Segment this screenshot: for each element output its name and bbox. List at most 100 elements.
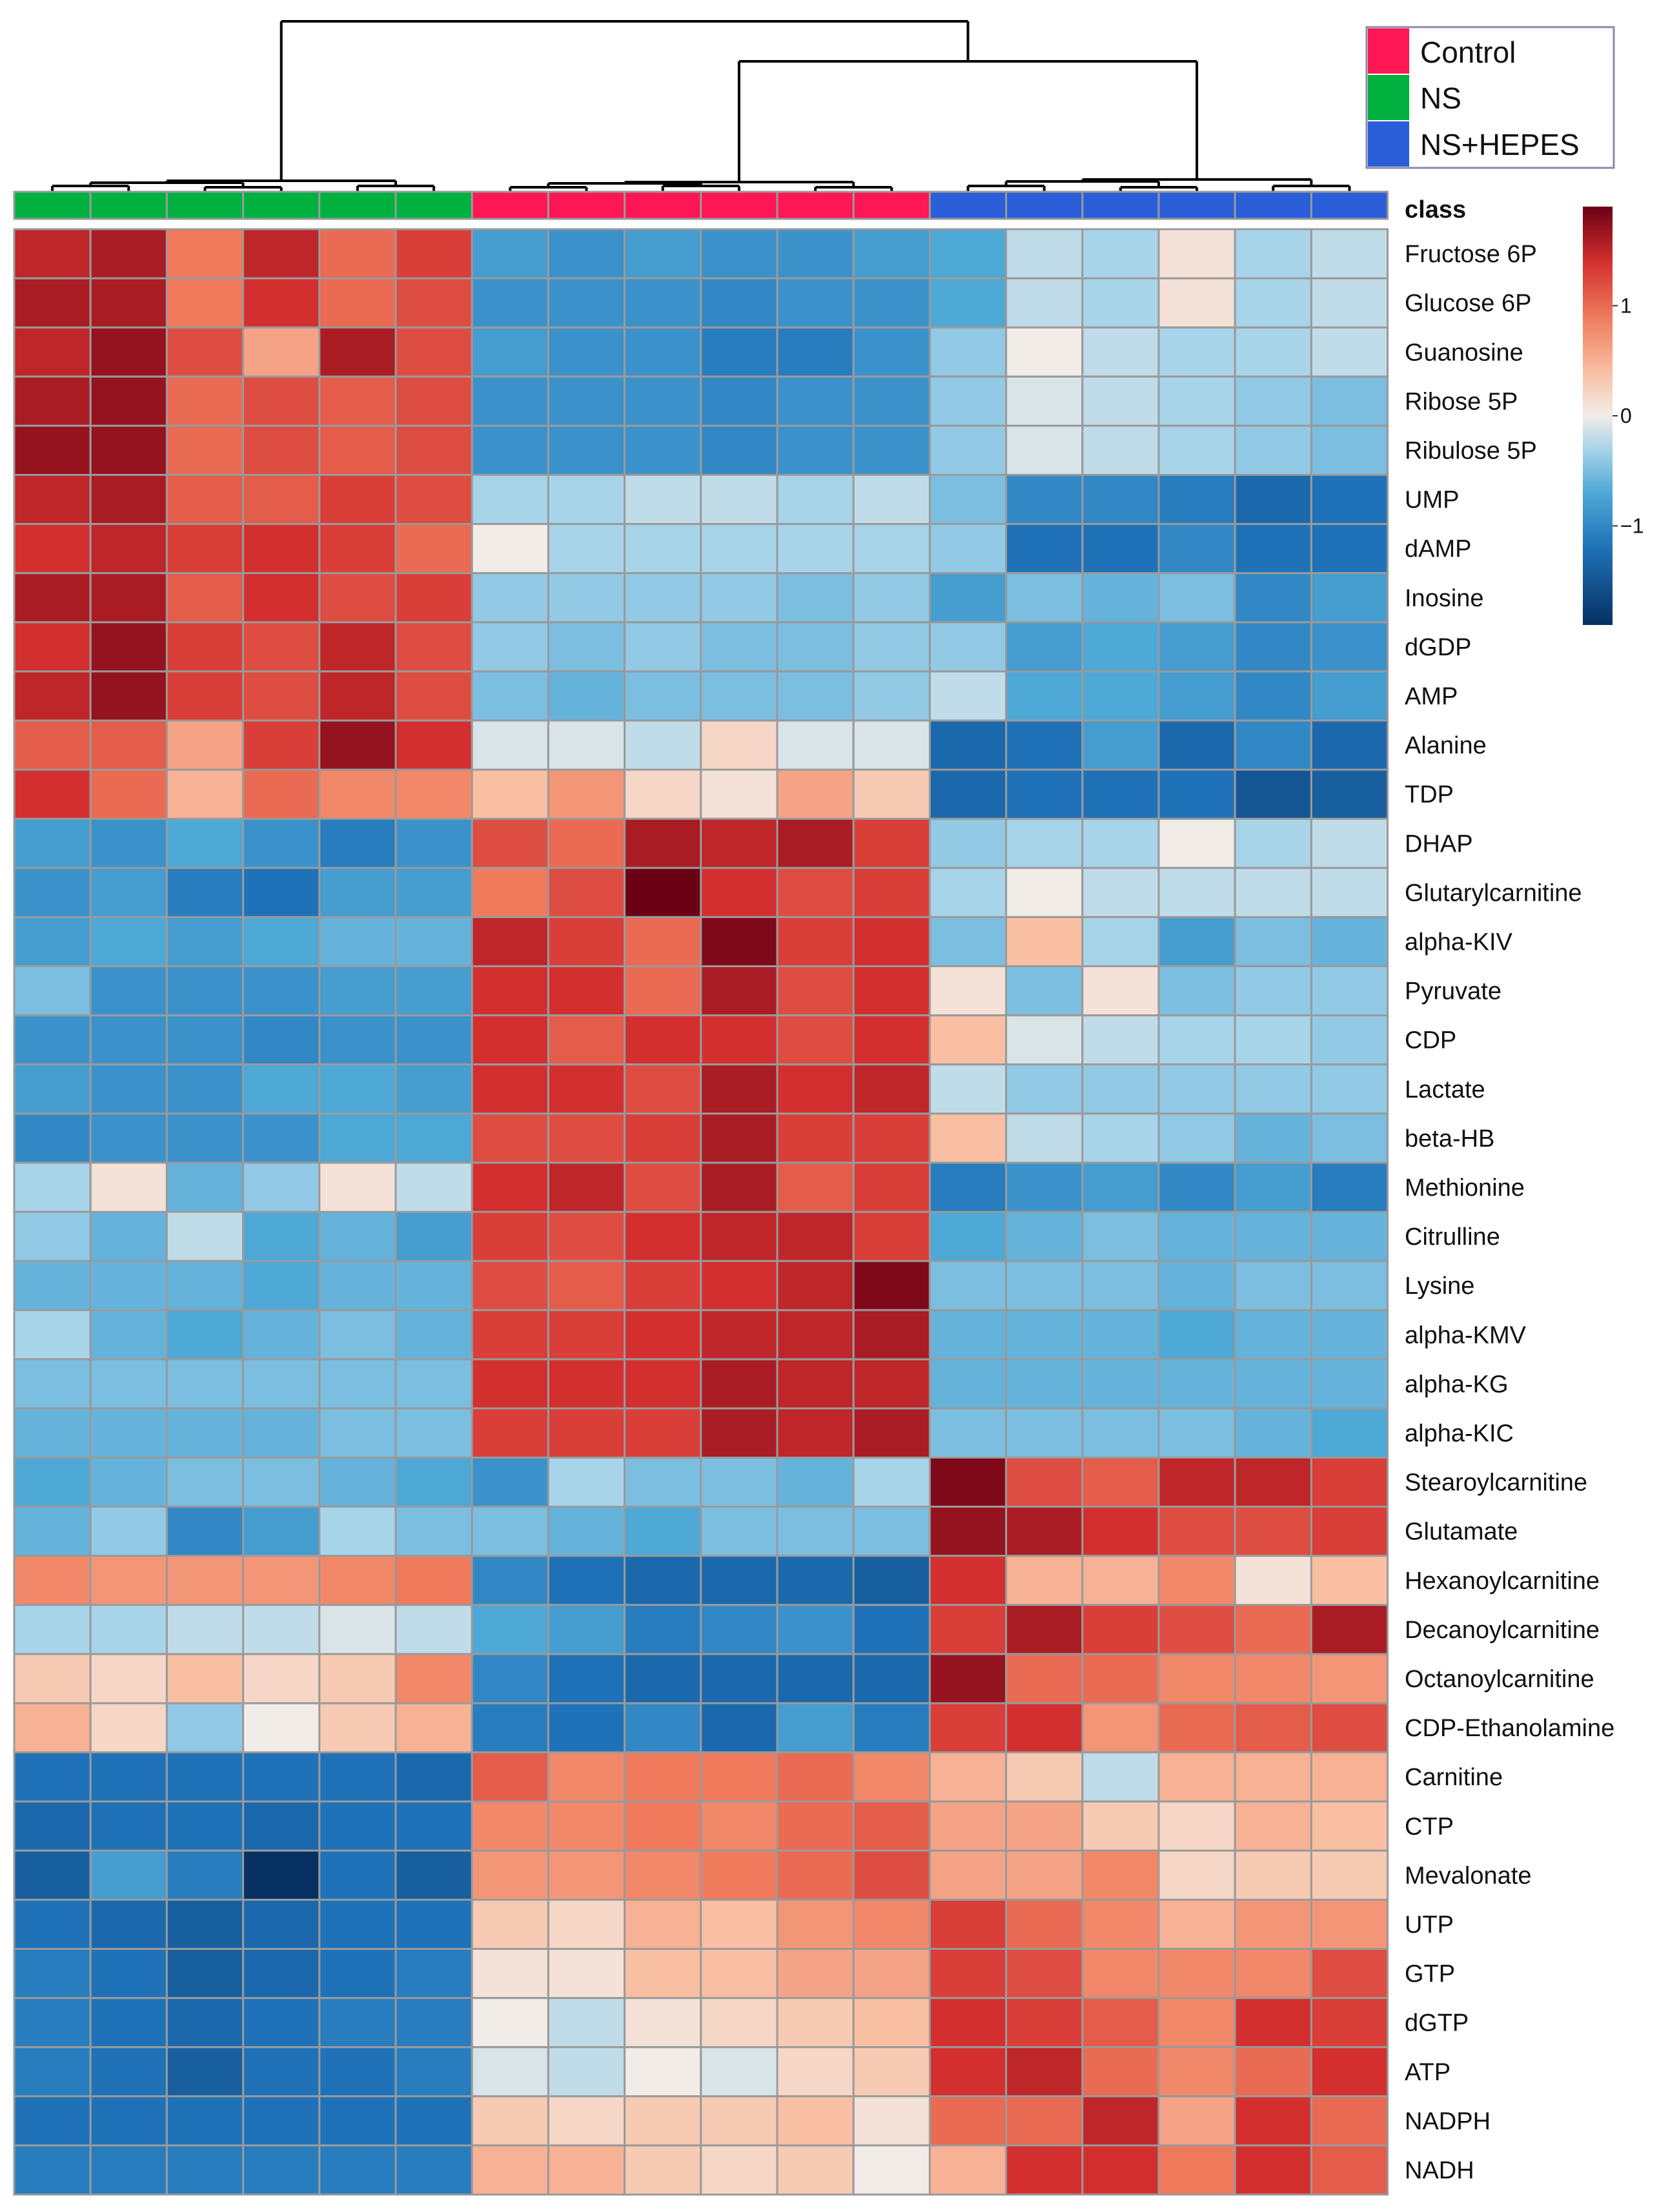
heatmap-cell-alanine [1234, 719, 1312, 771]
heatmap-cell-stearoylcarnitine [242, 1457, 321, 1508]
heatmap-cell-alanine [394, 719, 473, 771]
heatmap-cell-glutarylcarnitine [624, 866, 702, 918]
heatmap-cell-citrulline [242, 1211, 321, 1262]
heatmap-cell-hexanoylcarnitine [547, 1555, 626, 1606]
heatmap-cell-decanoylcarnitine [928, 1604, 1008, 1655]
heatmap-cell-glutamate [776, 1506, 855, 1557]
heatmap-cell-guanosine [852, 326, 931, 378]
heatmap-cell-cdp [1310, 1014, 1389, 1066]
heatmap-cell-ctp [1234, 1800, 1312, 1852]
heatmap-cell-alpha-kic [165, 1407, 245, 1459]
heatmap-cell-ctp [394, 1800, 473, 1852]
heatmap-cell-atp [242, 2046, 321, 2098]
heatmap-cell-mevalonate [700, 1849, 779, 1901]
heatmap-cell-glucose-6p [318, 277, 397, 329]
heatmap-cell-nadh [1157, 2144, 1236, 2196]
heatmap-cell-carnitine [1157, 1751, 1236, 1803]
heatmap-cell-methionine [394, 1162, 473, 1213]
heatmap-cell-pyruvate [89, 965, 168, 1017]
heatmap-cell-glutamate [547, 1506, 626, 1557]
heatmap-cell-glucose-6p [852, 277, 931, 329]
heatmap-cell-methionine [776, 1162, 855, 1213]
heatmap-cell-beta-hb [852, 1112, 931, 1164]
heatmap-cell-amp [928, 670, 1008, 722]
heatmap-cell-citrulline [1157, 1211, 1236, 1262]
heatmap-cell-lactate [471, 1063, 549, 1115]
heatmap-cell-inosine [13, 572, 92, 624]
row-label-alpha-kiv: alpha-KIV [1405, 928, 1513, 956]
heatmap-cell-dgdp [165, 621, 245, 673]
heatmap-cell-glucose-6p [1005, 277, 1084, 329]
heatmap-cell-atp [700, 2046, 779, 2098]
heatmap-cell-dgtp [1157, 1997, 1236, 2049]
heatmap-cell-ctp [242, 1800, 321, 1852]
heatmap-cell-dgdp [242, 621, 321, 673]
heatmap-cell-decanoylcarnitine [852, 1604, 931, 1655]
heatmap-cell-fructose-6p [1310, 228, 1389, 280]
heatmap-cell-dhap [1081, 817, 1160, 869]
heatmap-cell-hexanoylcarnitine [1081, 1555, 1160, 1606]
row-label-lysine: Lysine [1405, 1273, 1474, 1300]
heatmap-cell-gtp [928, 1948, 1008, 2000]
heatmap-cell-beta-hb [1234, 1112, 1312, 1164]
heatmap-cell-beta-hb [471, 1112, 549, 1164]
heatmap-cell-dhap [318, 817, 397, 869]
heatmap-cell-octanoylcarnitine [1005, 1653, 1084, 1705]
row-label-ribulose-5p: Ribulose 5P [1405, 437, 1537, 464]
heatmap-cell-tdp [1081, 768, 1160, 820]
class-cell-ns-hepes [1157, 190, 1236, 220]
heatmap-cell-cdp-ethanolamine [776, 1702, 855, 1754]
heatmap-cell-amp [318, 670, 397, 722]
heatmap-cell-ump [1310, 474, 1389, 526]
class-cell-ns [242, 190, 321, 220]
heatmap-cell-lactate [776, 1063, 855, 1115]
heatmap-cell-stearoylcarnitine [318, 1457, 397, 1508]
heatmap-cell-utp [776, 1898, 855, 1950]
heatmap-cell-alpha-kmv [1005, 1309, 1084, 1360]
heatmap-cell-alpha-kg [776, 1358, 855, 1409]
heatmap-cell-carnitine [547, 1751, 626, 1803]
row-label-dgtp: dGTP [1405, 2010, 1469, 2037]
heatmap-cell-alpha-kg [1005, 1358, 1084, 1409]
heatmap-cell-glucose-6p [1081, 277, 1160, 329]
heatmap-cell-dgdp [471, 621, 549, 673]
heatmap-cell-alpha-kmv [776, 1309, 855, 1360]
row-label-guanosine: Guanosine [1405, 339, 1523, 366]
heatmap-cell-cdp-ethanolamine [471, 1702, 549, 1754]
heatmap-cell-inosine [242, 572, 321, 624]
heatmap-cell-amp [1310, 670, 1389, 722]
heatmap-cell-ribose-5p [165, 375, 245, 427]
heatmap-cell-alpha-kmv [700, 1309, 779, 1360]
heatmap-cell-hexanoylcarnitine [1005, 1555, 1084, 1606]
heatmap-cell-citrulline [1081, 1211, 1160, 1262]
heatmap-cell-damp [242, 523, 321, 575]
heatmap-cell-octanoylcarnitine [1157, 1653, 1236, 1705]
heatmap-cell-carnitine [1005, 1751, 1084, 1803]
heatmap-cell-cdp [394, 1014, 473, 1066]
heatmap-cell-glutamate [318, 1506, 397, 1557]
heatmap-cell-atp [1157, 2046, 1236, 2098]
heatmap-cell-tdp [1157, 768, 1236, 820]
heatmap-cell-alpha-kg [700, 1358, 779, 1409]
heatmap-cell-mevalonate [165, 1849, 245, 1901]
heatmap-cell-citrulline [394, 1211, 473, 1262]
heatmap-cell-cdp [1005, 1014, 1084, 1066]
heatmap-cell-mevalonate [1005, 1849, 1084, 1901]
heatmap-cell-nadph [394, 2095, 473, 2147]
heatmap-cell-nadh [89, 2144, 168, 2196]
heatmap-cell-beta-hb [89, 1112, 168, 1164]
heatmap-cell-alpha-kic [242, 1407, 321, 1459]
heatmap-cell-alpha-kic [700, 1407, 779, 1459]
heatmap-cell-nadh [242, 2144, 321, 2196]
heatmap-cell-atp [547, 2046, 626, 2098]
heatmap-cell-ribose-5p [852, 375, 931, 427]
heatmap-cell-glutarylcarnitine [1081, 866, 1160, 918]
heatmap-cell-citrulline [928, 1211, 1008, 1262]
heatmap-cell-carnitine [89, 1751, 168, 1803]
heatmap-cell-ribose-5p [1310, 375, 1389, 427]
heatmap-cell-beta-hb [1081, 1112, 1160, 1164]
heatmap-cell-alpha-kiv [165, 916, 245, 968]
heatmap-cell-alpha-kmv [318, 1309, 397, 1360]
heatmap-cell-decanoylcarnitine [394, 1604, 473, 1655]
heatmap-cell-dgtp [776, 1997, 855, 2049]
